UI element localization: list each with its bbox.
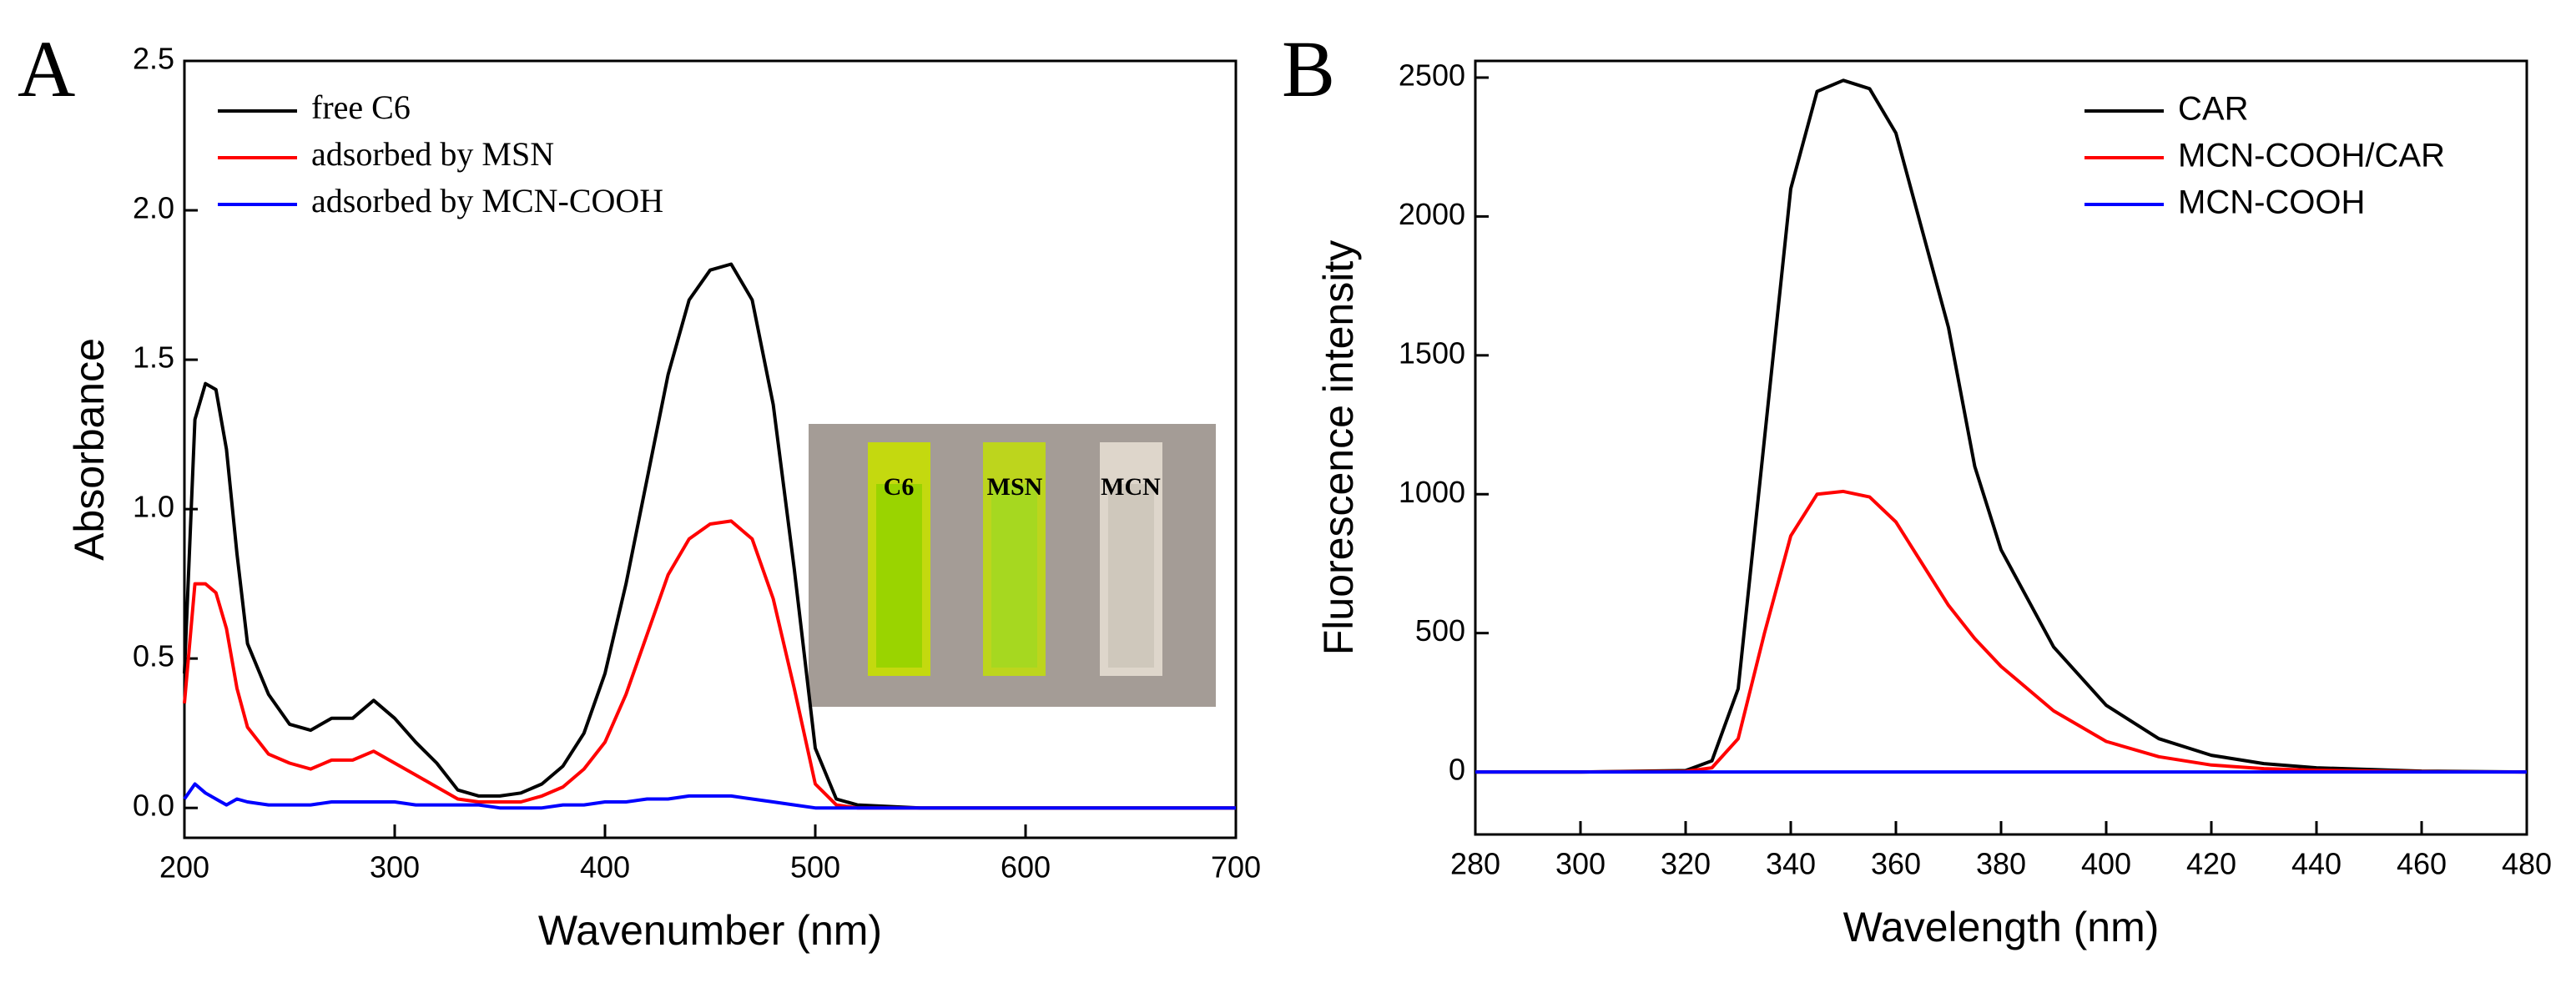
x-tick-label: 400 xyxy=(580,850,630,885)
panel-label: B xyxy=(1282,24,1335,113)
x-tick-label: 420 xyxy=(2186,847,2236,881)
series-line xyxy=(183,782,1236,810)
series-line xyxy=(183,519,1236,810)
x-axis-title: Wavenumber (nm) xyxy=(538,907,882,954)
y-axis-title: Absorbance xyxy=(66,338,113,561)
legend-label: adsorbed by MSN xyxy=(311,135,554,173)
y-axis-title: Fluorescence intensity xyxy=(1315,240,1362,655)
x-tick-label: 360 xyxy=(1871,847,1921,881)
x-tick-label: 500 xyxy=(790,850,840,885)
y-tick-label: 0.0 xyxy=(133,789,174,823)
x-tick-label: 300 xyxy=(1555,847,1606,881)
x-tick-label: 460 xyxy=(2397,847,2447,881)
x-tick-label: 380 xyxy=(1976,847,2026,881)
x-tick-label: 280 xyxy=(1450,847,1500,881)
x-tick-label: 300 xyxy=(370,850,420,885)
x-tick-label: 480 xyxy=(2502,847,2552,881)
y-tick-label: 500 xyxy=(1415,613,1465,648)
y-tick-label: 0.5 xyxy=(133,639,174,673)
inset-label: C6 xyxy=(884,473,915,501)
y-tick-label: 2500 xyxy=(1399,58,1465,92)
x-tick-label: 600 xyxy=(1001,850,1051,885)
series-line xyxy=(1475,78,2528,774)
legend-label: adsorbed by MCN-COOH xyxy=(311,182,663,219)
series-line xyxy=(1475,489,2528,774)
x-tick-label: 320 xyxy=(1661,847,1711,881)
x-tick-label: 440 xyxy=(2291,847,2342,881)
y-tick-label: 1.5 xyxy=(133,340,174,375)
x-axis-title: Wavelength (nm) xyxy=(1843,904,2160,950)
x-tick-label: 340 xyxy=(1766,847,1816,881)
plot-frame xyxy=(183,59,1238,839)
y-tick-label: 1000 xyxy=(1399,475,1465,509)
legend-label: MCN-COOH xyxy=(2178,184,2365,221)
legend-label: free C6 xyxy=(311,88,411,126)
inset-label: MSN xyxy=(987,473,1043,501)
series-line xyxy=(183,262,1236,810)
x-tick-label: 400 xyxy=(2081,847,2131,881)
y-tick-label: 0 xyxy=(1449,753,1465,787)
legend-label: MCN-COOH/CAR xyxy=(2178,138,2445,174)
x-tick-label: 700 xyxy=(1211,850,1261,885)
y-tick-label: 2000 xyxy=(1399,197,1465,231)
plot-frame xyxy=(1474,59,2528,836)
x-tick-label: 200 xyxy=(159,850,209,885)
y-tick-label: 1.0 xyxy=(133,490,174,524)
inset-label: MCN xyxy=(1101,473,1161,501)
legend-label: CAR xyxy=(2178,91,2248,128)
y-tick-label: 2.5 xyxy=(133,42,174,76)
panel-label: A xyxy=(18,24,75,113)
y-tick-label: 2.0 xyxy=(133,191,174,225)
y-tick-label: 1500 xyxy=(1399,335,1465,370)
inset-photo xyxy=(809,424,1216,707)
